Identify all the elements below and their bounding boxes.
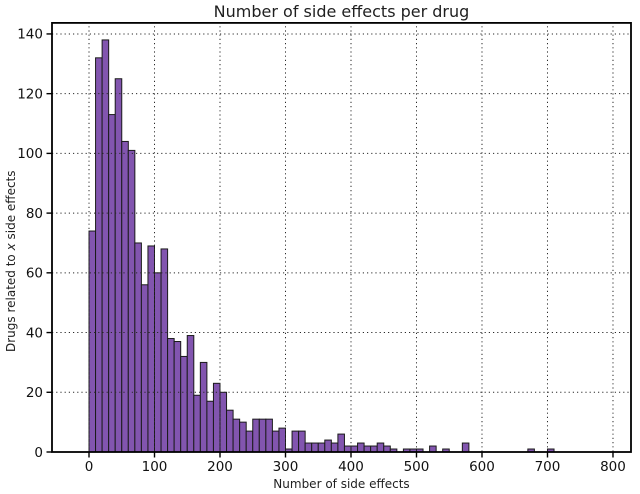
histogram-bar	[88, 230, 97, 453]
histogram-bar	[219, 391, 228, 453]
histogram-bar	[324, 439, 332, 453]
x-tick-label: 400	[338, 459, 364, 475]
histogram-bar	[304, 442, 313, 453]
histogram-bar	[258, 418, 267, 453]
histogram-bar	[357, 442, 365, 453]
histogram-bar	[114, 78, 123, 453]
y-tick-label: 100	[17, 146, 43, 162]
x-tick-label: 700	[535, 459, 561, 475]
x-tick-label: 500	[404, 459, 430, 475]
histogram-bar	[206, 400, 214, 453]
histogram-bar	[245, 430, 254, 453]
x-tick-label: 200	[207, 459, 233, 475]
histogram-bar	[147, 245, 155, 453]
histogram-bar	[239, 421, 247, 453]
histogram-bar	[226, 409, 234, 453]
histogram-bar	[271, 430, 280, 453]
histogram-bar	[173, 341, 182, 453]
x-axis-label: Number of side effects	[273, 477, 410, 491]
histogram-bar	[291, 430, 300, 453]
y-tick-label: 120	[17, 86, 43, 102]
histogram-bar	[330, 442, 339, 453]
y-tick-label: 0	[34, 445, 43, 461]
histogram-bar	[193, 394, 201, 453]
histogram-bar	[101, 39, 110, 453]
histogram-bar	[298, 430, 306, 453]
histogram-bar	[265, 418, 273, 453]
histogram-bar	[134, 242, 142, 453]
histogram-bar	[140, 284, 149, 453]
histogram-bar	[278, 427, 287, 453]
histogram-bar	[154, 272, 162, 453]
x-tick-label: 100	[142, 459, 168, 475]
histogram-bar	[186, 335, 195, 453]
y-tick-label: 80	[26, 206, 43, 222]
histogram-bar	[311, 442, 319, 453]
plot-area: 0 100 200 300 400 500 600 700 800 0 20 40 60 80 100 120…	[17, 22, 632, 475]
histogram-bar	[180, 355, 188, 453]
histogram-bar	[337, 433, 345, 453]
x-tick-label: 600	[469, 459, 495, 475]
histogram-bar	[376, 442, 385, 453]
histogram-bar	[232, 418, 241, 453]
histogram-bar	[252, 418, 260, 453]
histogram-bar	[160, 248, 169, 453]
histogram-bar	[95, 57, 103, 453]
x-tick-label: 0	[85, 459, 94, 475]
histogram-bar	[108, 114, 116, 453]
histogram-bar	[212, 382, 221, 453]
y-tick-label: 140	[17, 27, 43, 43]
y-tick-label: 20	[26, 385, 43, 401]
y-tick-label: 60	[26, 266, 43, 282]
histogram-bar	[461, 442, 470, 453]
histogram-bar	[317, 442, 326, 453]
x-tick-label: 300	[273, 459, 299, 475]
chart-title: Number of side effects per drug	[213, 2, 470, 21]
histogram-bar	[121, 140, 129, 453]
histogram-bar	[167, 338, 175, 453]
plot-border	[51, 22, 632, 453]
histogram-bar	[127, 149, 136, 453]
x-tick-label: 800	[600, 459, 626, 475]
y-tick-label: 40	[26, 325, 43, 341]
histogram-bar	[199, 361, 208, 453]
